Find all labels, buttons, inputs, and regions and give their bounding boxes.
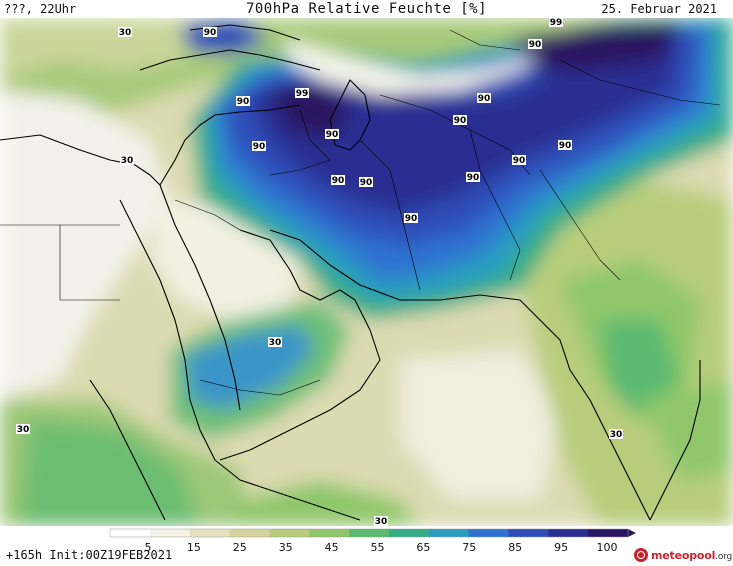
legend-swatch [508, 529, 549, 537]
svg-text:90: 90 [360, 178, 373, 188]
forecast-info: +165h Init:00Z19FEB2021 [6, 548, 173, 562]
contour-label: 30 [120, 155, 134, 166]
legend-swatch [149, 529, 191, 537]
legend-color-bar [109, 528, 636, 538]
contour-label: 99 [549, 18, 563, 28]
header-left-timestamp: ???, 22Uhr [4, 2, 77, 16]
svg-text:30: 30 [119, 28, 132, 38]
svg-text:90: 90 [467, 173, 480, 183]
svg-text:99: 99 [550, 18, 563, 28]
legend-swatch [428, 529, 470, 537]
contour-label: 90 [252, 141, 266, 152]
logo-text: meteopool.org [651, 548, 732, 562]
contour-label: 90 [466, 172, 480, 183]
svg-text:90: 90 [559, 141, 572, 151]
contour-label: 99 [295, 88, 309, 99]
legend-tick-label: 85 [508, 541, 522, 554]
svg-text:90: 90 [513, 156, 526, 166]
contour-label: 90 [359, 177, 373, 188]
svg-text:30: 30 [269, 338, 282, 348]
legend-swatch [229, 529, 270, 537]
humidity-field [0, 18, 733, 526]
legend-swatch [189, 529, 231, 537]
contour-label: 90 [325, 129, 339, 140]
contour-label: 30 [609, 429, 623, 440]
svg-text:90: 90 [204, 28, 217, 38]
contour-label: 90 [404, 213, 418, 224]
legend-tick-label: 15 [187, 541, 201, 554]
svg-text:30: 30 [375, 517, 388, 527]
contour-label: 30 [118, 27, 132, 38]
svg-text:30: 30 [610, 430, 623, 440]
legend-swatch [588, 529, 629, 537]
legend-swatch [110, 529, 151, 537]
contour-labels: 30 30 90 90 99 90 90 90 90 90 90 90 90 9… [16, 18, 623, 527]
contour-label: 90 [331, 175, 345, 186]
legend-outline [109, 528, 629, 538]
svg-text:90: 90 [332, 176, 345, 186]
legend-tick-label: 35 [279, 541, 293, 554]
contour-label: 90 [528, 39, 542, 50]
legend-tick-labels: 5 15 25 35 45 55 65 75 85 95 100 [145, 541, 618, 554]
contour-label: 30 [16, 424, 30, 435]
legend-swatch [388, 529, 430, 537]
svg-text:99: 99 [296, 89, 309, 99]
contour-label: 90 [477, 93, 491, 104]
legend-tick-label: 100 [597, 541, 618, 554]
legend-tick-label: 95 [554, 541, 568, 554]
legend-tick-label: 45 [325, 541, 339, 554]
svg-text:90: 90 [253, 142, 266, 152]
contour-label: 90 [453, 115, 467, 126]
svg-text:90: 90 [237, 97, 250, 107]
contour-label: 30 [268, 337, 282, 348]
legend-swatch [349, 529, 390, 537]
svg-text:90: 90 [326, 130, 339, 140]
contour-label: 90 [203, 27, 217, 38]
legend-swatch [309, 529, 350, 537]
svg-text:90: 90 [405, 214, 418, 224]
legend: 5 15 25 35 45 55 65 75 85 95 100 [109, 528, 636, 554]
contour-label: 30 [374, 516, 388, 527]
legend-tick-label: 75 [462, 541, 476, 554]
legend-swatch [548, 529, 589, 537]
svg-text:90: 90 [478, 94, 491, 104]
contour-label: 90 [236, 96, 250, 107]
legend-tick-label: 25 [233, 541, 247, 554]
svg-text:30: 30 [121, 156, 134, 166]
map-title: 700hPa Relative Feuchte [%] [245, 1, 488, 17]
legend-arrow [628, 529, 636, 537]
legend-tick-label: 55 [371, 541, 385, 554]
legend-swatch [269, 529, 310, 537]
legend-swatch [468, 529, 509, 537]
coastlines [0, 24, 701, 521]
meteopool-logo[interactable]: meteopool.org [634, 546, 732, 564]
legend-tick-label: 65 [416, 541, 430, 554]
svg-text:30: 30 [17, 425, 30, 435]
logo-globe-icon [634, 548, 648, 562]
contour-label: 90 [512, 155, 526, 166]
contour-label: 90 [558, 140, 572, 151]
header-date: 25. Februar 2021 [601, 2, 717, 16]
svg-text:90: 90 [454, 116, 467, 126]
svg-text:90: 90 [529, 40, 542, 50]
legend-tick-label: 5 [145, 541, 152, 554]
